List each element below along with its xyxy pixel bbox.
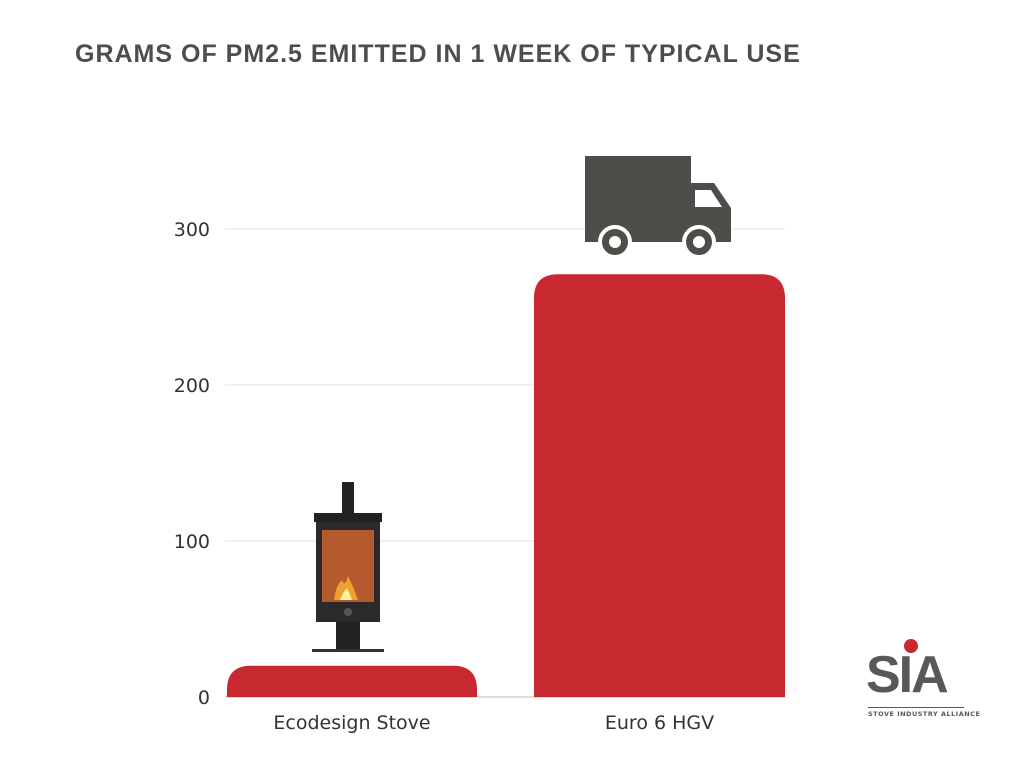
chart-title: GRAMS OF PM2.5 EMITTED IN 1 WEEK OF TYPI… (75, 40, 801, 68)
x-category-label: Euro 6 HGV (605, 712, 714, 734)
truck-icon (585, 156, 731, 259)
y-tick-label: 100 (174, 531, 210, 553)
wood-stove-icon (312, 482, 384, 652)
y-tick-label: 300 (174, 219, 210, 241)
y-tick-label: 0 (198, 687, 210, 709)
y-tick-label: 200 (174, 375, 210, 397)
bar (227, 665, 477, 697)
bar (534, 274, 785, 697)
x-category-label: Ecodesign Stove (273, 712, 430, 734)
sia-logo: SIA STOVE INDUSTRY ALLIANCE (860, 635, 980, 725)
logo-subtitle: STOVE INDUSTRY ALLIANCE (868, 710, 981, 718)
